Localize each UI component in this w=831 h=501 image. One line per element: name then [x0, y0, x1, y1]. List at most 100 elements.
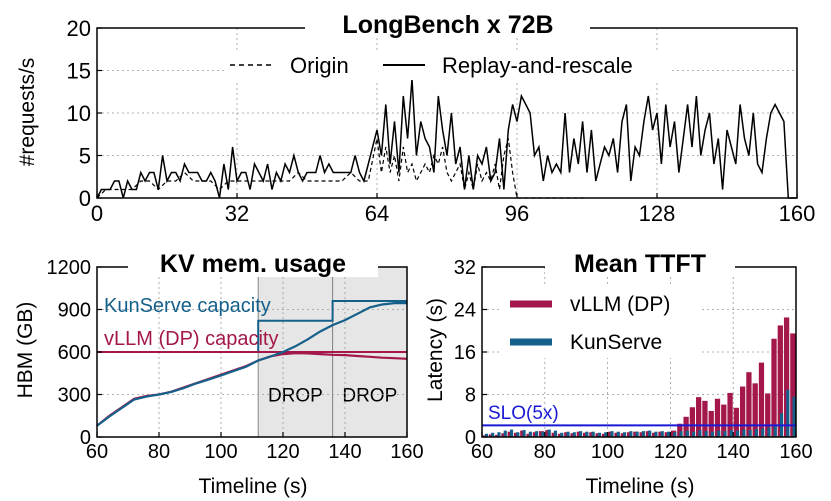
vllm-bar — [714, 398, 721, 437]
vllm-bar — [708, 410, 714, 437]
top-ytick-label: 5 — [79, 143, 91, 168]
kunserve-bar — [679, 431, 683, 437]
vllm-bar — [721, 404, 727, 437]
top-ylabel: #requests/s — [16, 58, 39, 167]
kunserve-bar — [773, 425, 777, 437]
top-title: LongBench x 72B — [342, 11, 553, 39]
top-panel: LongBench x 72B Origin Replay-and-rescal… — [16, 5, 815, 226]
vllm-bar — [752, 383, 758, 437]
top-series — [96, 78, 797, 199]
slo-label: SLO(5x) — [488, 403, 559, 424]
kunserve-bar — [704, 431, 708, 437]
kv-xtick-label: 60 — [86, 441, 108, 463]
kunserve-bar — [566, 431, 570, 437]
ttft-ytick-label: 16 — [454, 342, 476, 364]
kunserve-bar — [541, 431, 545, 437]
kunserve-bar — [522, 430, 526, 437]
kunserve-bar — [503, 430, 507, 437]
vllm-bar — [765, 393, 771, 437]
ttft-xtick-label: 140 — [717, 441, 750, 463]
vllm-bar — [702, 400, 708, 437]
vllm-capacity-label: vLLM (DP) capacity — [104, 328, 279, 350]
ttft-title-bg — [545, 245, 735, 277]
kv-ytick-label: 1200 — [47, 257, 92, 279]
kunserve-bar — [754, 429, 759, 437]
vllm-bar — [677, 423, 683, 437]
vllm-bar — [727, 392, 733, 437]
vllm-bar — [739, 386, 746, 437]
vllm-bar — [777, 325, 783, 437]
kunserve-bar — [692, 431, 696, 437]
top-ticks: 0 32 64 96 128 160 0 5 10 15 20 — [67, 16, 816, 226]
kv-xtick-label: 120 — [266, 441, 299, 463]
vllm-bar — [790, 333, 796, 437]
ttft-ylabel: Latency (s) — [424, 298, 447, 402]
kunserve-bar — [547, 429, 551, 437]
vllm-bar — [771, 338, 777, 437]
kunserve-bar — [761, 428, 765, 437]
kv-xtick-label: 100 — [204, 441, 237, 463]
kunserve-bar — [792, 396, 796, 437]
kv-series — [96, 300, 408, 427]
ttft-xtick-label: 120 — [654, 441, 687, 463]
top-ytick-label: 0 — [79, 186, 91, 211]
kunserve-bar — [528, 431, 532, 437]
kunserve-bar — [660, 431, 664, 437]
ttft-ytick-label: 24 — [454, 300, 476, 322]
kunserve-bar — [648, 430, 652, 437]
kunserve-bar — [585, 431, 589, 437]
ttft-ytick-label: 32 — [454, 257, 476, 279]
top-xtick-label: 0 — [91, 201, 103, 226]
ttft-title: Mean TTFT — [574, 250, 706, 278]
kunserve-bar — [635, 431, 639, 437]
replay-line — [96, 78, 797, 199]
kunserve-bar — [767, 427, 771, 437]
kunserve-bar — [484, 433, 488, 437]
kunserve-bar — [491, 432, 495, 437]
ttft-xtick-label: 60 — [471, 441, 493, 463]
kunserve-bar — [572, 432, 576, 437]
ttft-ytick-label: 8 — [465, 385, 476, 407]
kunserve-bar — [666, 431, 671, 437]
top-xtick-label: 64 — [365, 201, 389, 226]
kunserve-bar — [497, 432, 501, 437]
vllm-bar — [758, 362, 765, 437]
kv-ylabel: HBM (GB) — [14, 302, 37, 399]
kunserve-bar — [717, 430, 721, 437]
legend-replay-label: Replay-and-rescale — [442, 53, 633, 78]
ttft-ticks: 60 80 100 120 140 160 0 8 16 24 32 — [454, 257, 813, 463]
kunserve-bar — [729, 430, 733, 437]
kunserve-bar — [616, 431, 620, 437]
kunserve-bar — [535, 431, 539, 437]
ttft-xtick-label: 160 — [779, 441, 812, 463]
ttft-xlabel: Timeline (s) — [586, 475, 695, 498]
top-ytick-label: 20 — [67, 16, 91, 41]
kv-title-bg — [128, 245, 378, 277]
vllm-bar — [746, 372, 752, 437]
vllm-bar — [683, 416, 689, 437]
kv-xlabel: Timeline (s) — [199, 475, 308, 498]
kunserve-bar — [610, 431, 614, 437]
ttft-xtick-label: 80 — [534, 441, 556, 463]
vllm-bar — [696, 397, 702, 437]
kunserve-bar — [641, 431, 645, 437]
kunserve-capacity-label: KunServe capacity — [104, 295, 271, 317]
kunserve-bar — [685, 430, 689, 437]
legend-vllm-label: vLLM (DP) — [570, 293, 670, 316]
kv-xtick-label: 140 — [328, 441, 361, 463]
ttft-xtick-label: 100 — [591, 441, 624, 463]
kunserve-bar — [604, 432, 608, 437]
kunserve-bar — [622, 432, 627, 437]
origin-line — [96, 138, 587, 199]
kv-ytick-label: 300 — [58, 385, 91, 407]
kunserve-bar — [786, 389, 790, 437]
kv-title: KV mem. usage — [160, 250, 346, 278]
top-xtick-label: 160 — [779, 201, 816, 226]
kv-ytick-label: 0 — [80, 427, 91, 449]
top-xtick-label: 96 — [505, 201, 529, 226]
vllm-bar — [783, 317, 790, 437]
drop-label: DROP — [268, 386, 323, 407]
kunserve-bar — [654, 431, 658, 437]
kunserve-bar — [673, 432, 677, 437]
ttft-ytick-label: 0 — [465, 427, 476, 449]
